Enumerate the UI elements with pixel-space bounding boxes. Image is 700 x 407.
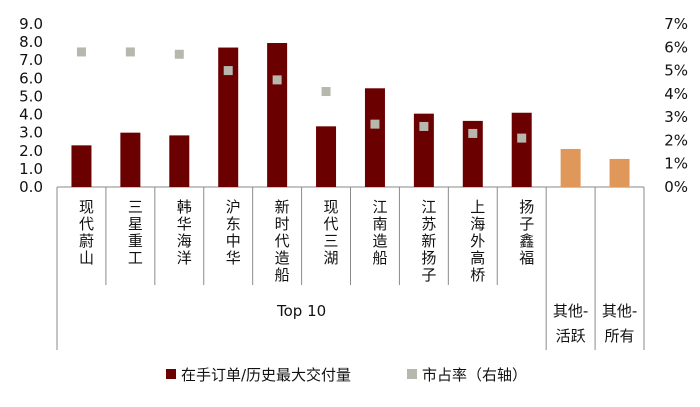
market-share-marker	[76, 47, 86, 57]
bar	[511, 112, 532, 187]
bar	[462, 120, 483, 187]
y-right-tick-label: 2%	[664, 131, 688, 149]
category-label: 现代蔚山	[79, 198, 94, 267]
bar	[71, 145, 92, 187]
bars-layer	[71, 43, 630, 188]
market-share-marker	[174, 49, 184, 59]
axes-layer: 0.01.02.03.04.05.06.07.08.09.0 0% 1% 2% 3% 4%…	[19, 15, 688, 350]
y-left-tick-label: 0.0	[19, 178, 43, 196]
bar	[609, 158, 630, 187]
bar	[169, 135, 190, 187]
market-share-marker	[125, 47, 135, 57]
bar	[560, 148, 581, 187]
y-left-tick-label: 3.0	[19, 124, 43, 142]
markers-layer	[76, 47, 527, 143]
bar	[218, 47, 239, 187]
market-share-marker	[223, 66, 233, 76]
y-left-tick-label: 5.0	[19, 87, 43, 105]
y-left-tick-label: 9.0	[19, 15, 43, 33]
market-share-marker	[419, 121, 429, 131]
y-left-tick-label: 2.0	[19, 142, 43, 160]
legend-swatch-marker	[407, 369, 417, 379]
legend-swatch-bar	[166, 369, 176, 379]
legend: 在手订单/历史最大交付量 市占率（右轴）	[166, 366, 527, 384]
bar	[413, 113, 434, 187]
market-share-marker	[370, 119, 380, 129]
market-share-marker	[321, 87, 331, 97]
y-left-tick-label: 7.0	[19, 51, 43, 69]
group-label: 其他-所有	[602, 302, 637, 345]
category-labels-layer: 现代蔚山 三星重工 韩华海洋 沪东中华 新时代造船 现代三湖 江南造船 江苏新扬子 上海外高桥 扬…	[79, 198, 637, 345]
category-label: 新时代造船	[275, 198, 290, 284]
y-right-tick-label: 7%	[664, 15, 688, 33]
bar	[267, 43, 288, 188]
y-right-tick-label: 5%	[664, 62, 688, 80]
y-left-tick-label: 1.0	[19, 160, 43, 178]
y-right-tick-label: 0%	[664, 178, 688, 196]
y-right-tick-label: 4%	[664, 85, 688, 103]
category-label: 三星重工	[128, 198, 143, 267]
group-label: 其他-活跃	[553, 302, 588, 345]
category-label: 扬子鑫福	[519, 198, 534, 267]
market-share-marker	[517, 133, 527, 143]
y-right-tick-label: 3%	[664, 108, 688, 126]
legend-label-marker: 市占率（右轴）	[422, 366, 527, 384]
market-share-marker	[468, 128, 478, 138]
group-label: Top 10	[276, 302, 326, 320]
y-right-tick-label: 1%	[664, 155, 688, 173]
category-label: 江苏新扬子	[421, 198, 436, 284]
category-label: 韩华海洋	[177, 198, 192, 267]
category-label: 上海外高桥	[470, 198, 485, 284]
legend-label-bar: 在手订单/历史最大交付量	[181, 366, 351, 384]
y-left-tick-label: 4.0	[19, 106, 43, 124]
category-label: 沪东中华	[226, 198, 241, 267]
bar	[364, 88, 385, 187]
y-left-tick-label: 6.0	[19, 69, 43, 87]
bar	[316, 126, 337, 187]
y-left-tick-label: 8.0	[19, 33, 43, 51]
bar	[120, 132, 141, 187]
y-right-tick-label: 6%	[664, 38, 688, 56]
market-share-marker	[272, 75, 282, 85]
category-label: 现代三湖	[324, 198, 339, 267]
category-label: 江南造船	[372, 198, 387, 267]
